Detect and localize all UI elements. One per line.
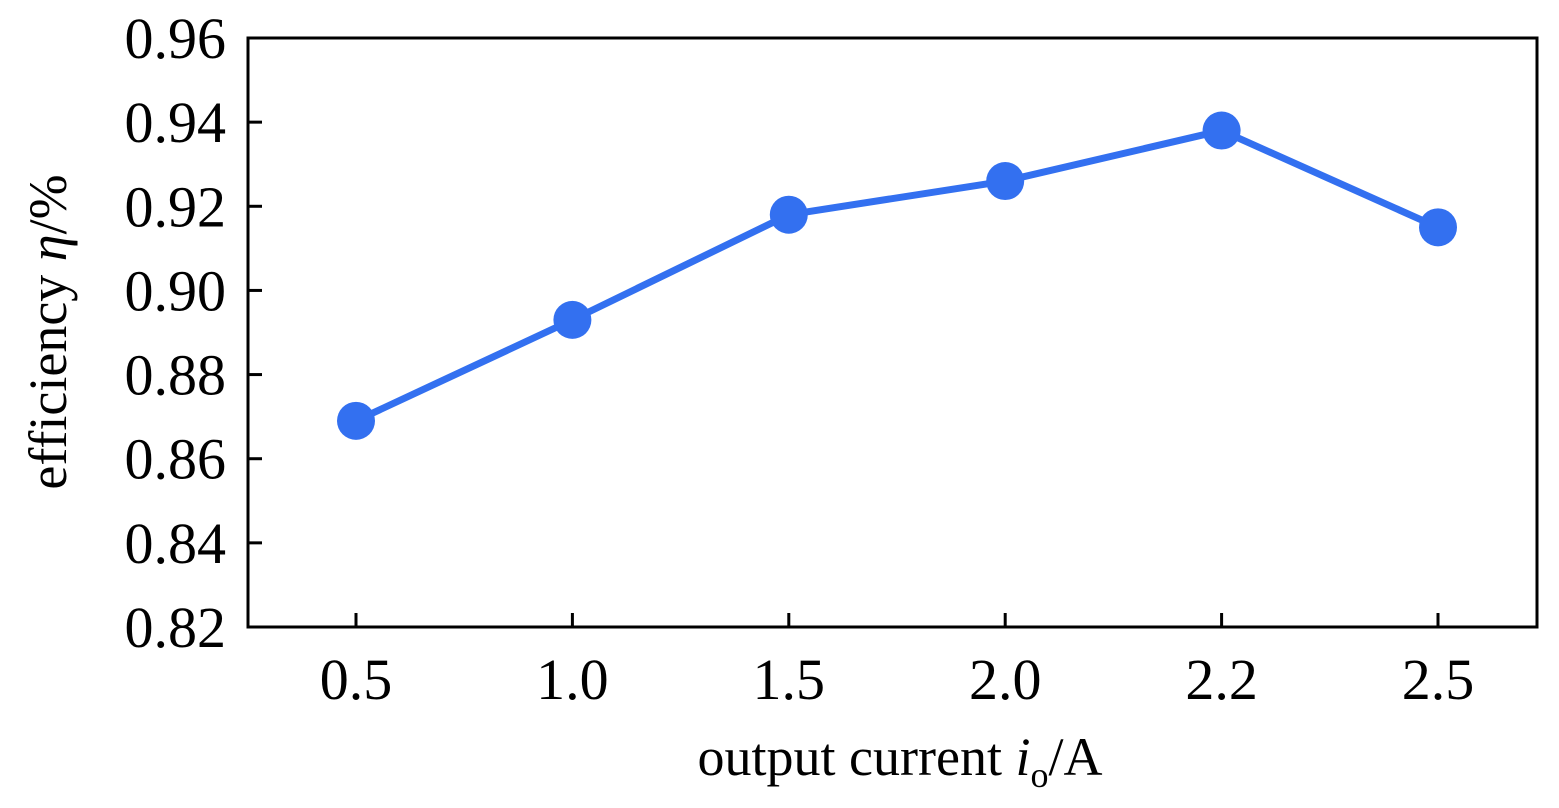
data-point: [769, 195, 808, 234]
y-axis-title-symbol: η: [18, 234, 78, 261]
x-axis-title-symbol: i: [1015, 727, 1030, 787]
y-axis-title-unit: /%: [18, 174, 78, 234]
x-axis: 0.5 1.0 1.5 2.0 2.2 2.5: [320, 613, 1475, 712]
y-tick-label: 0.82: [125, 595, 227, 660]
y-axis: 0.82 0.84 0.86 0.88 0.90 0.92 0.94 0.96: [125, 6, 262, 660]
y-axis-title-prefix: efficiency: [18, 261, 78, 489]
x-tick-label: 0.5: [320, 647, 393, 712]
y-tick-label: 0.84: [125, 511, 227, 576]
y-tick-label: 0.94: [125, 90, 227, 155]
x-axis-title-unit: /A: [1048, 727, 1102, 787]
y-axis-title: efficiency η/%: [18, 174, 78, 489]
data-point: [553, 300, 592, 339]
data-point: [986, 162, 1025, 201]
y-tick-label: 0.88: [125, 343, 227, 408]
y-tick-label: 0.92: [125, 174, 227, 239]
y-tick-label: 0.90: [125, 258, 227, 323]
plot-area: [246, 36, 1539, 629]
x-tick-label: 2.5: [1402, 647, 1475, 712]
x-tick-label: 2.0: [969, 647, 1042, 712]
data-point: [1419, 208, 1457, 247]
data-point: [337, 401, 375, 440]
x-axis-title-subscript: o: [1030, 755, 1048, 795]
y-tick-label: 0.96: [125, 6, 227, 71]
x-axis-title-prefix: output current: [698, 727, 1016, 787]
series-line: [354, 127, 1440, 425]
y-tick-label: 0.86: [125, 427, 227, 492]
x-tick-label: 1.5: [753, 647, 826, 712]
x-tick-label: 1.0: [536, 647, 609, 712]
x-tick-label: 2.2: [1185, 647, 1258, 712]
x-axis-title: output current io/A: [698, 727, 1103, 795]
series-efficiency: [337, 111, 1457, 440]
data-point: [1202, 111, 1241, 150]
